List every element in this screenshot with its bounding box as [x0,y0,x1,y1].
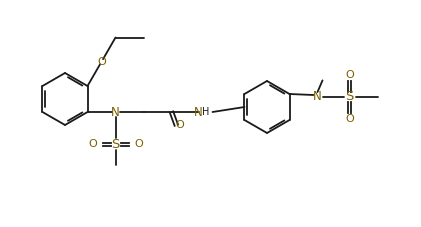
Text: O: O [97,57,106,67]
Text: S: S [111,138,120,151]
Text: N: N [313,91,322,104]
Text: O: O [134,139,143,149]
Text: O: O [345,70,354,80]
Text: O: O [175,120,184,130]
Text: N: N [111,106,120,118]
Text: O: O [345,114,354,124]
Text: O: O [88,139,97,149]
Text: H: H [202,107,209,117]
Text: N: N [194,106,203,118]
Text: S: S [345,91,354,104]
